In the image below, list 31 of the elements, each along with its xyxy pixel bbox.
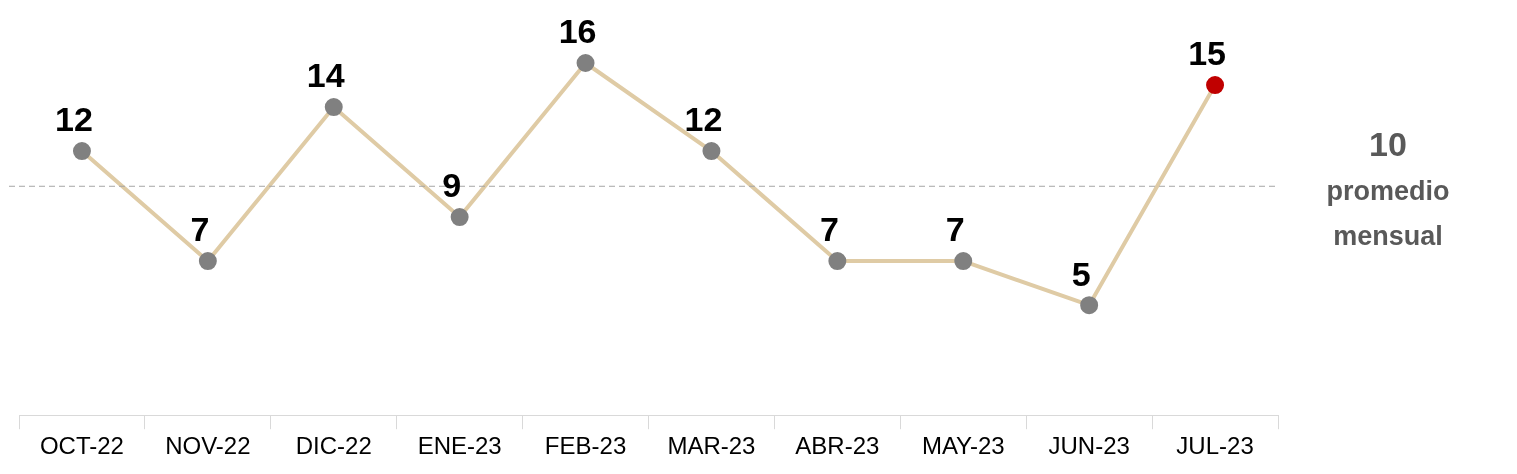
point bbox=[450, 208, 469, 227]
data-label: 5 bbox=[1071, 254, 1091, 293]
point bbox=[828, 252, 847, 271]
x-tick-label: ABR-23 bbox=[795, 432, 880, 460]
point bbox=[1206, 76, 1225, 95]
point bbox=[576, 54, 595, 72]
x-tick-label: MAR-23 bbox=[667, 432, 756, 460]
x-tick-label: NOV-22 bbox=[165, 432, 251, 460]
point bbox=[1080, 296, 1099, 315]
point bbox=[954, 252, 973, 271]
data-label: 15 bbox=[1188, 34, 1226, 73]
point bbox=[702, 142, 721, 161]
point bbox=[72, 142, 91, 161]
x-tick-label: OCT-22 bbox=[39, 432, 124, 460]
x-tick-label: DIC-22 bbox=[295, 432, 372, 460]
data-label: 14 bbox=[306, 56, 345, 95]
x-tick-label: JUL-23 bbox=[1176, 432, 1254, 460]
x-tick-label: JUN-23 bbox=[1048, 432, 1130, 460]
x-tick-label: MAY-23 bbox=[921, 432, 1005, 460]
ref-line-label: 10 promedio mensual bbox=[1326, 124, 1450, 251]
point bbox=[198, 252, 217, 271]
x-tick-label: ENE-23 bbox=[417, 432, 502, 460]
data-label: 7 bbox=[190, 210, 210, 249]
x-tick-label: FEB-23 bbox=[544, 432, 627, 460]
data-label: 12 bbox=[55, 100, 93, 139]
data-label: 7 bbox=[819, 210, 839, 249]
data-label: 16 bbox=[558, 12, 597, 51]
data-label: 9 bbox=[442, 166, 462, 205]
data-label: 7 bbox=[945, 210, 965, 249]
point bbox=[324, 98, 343, 117]
data-label: 12 bbox=[684, 100, 723, 139]
